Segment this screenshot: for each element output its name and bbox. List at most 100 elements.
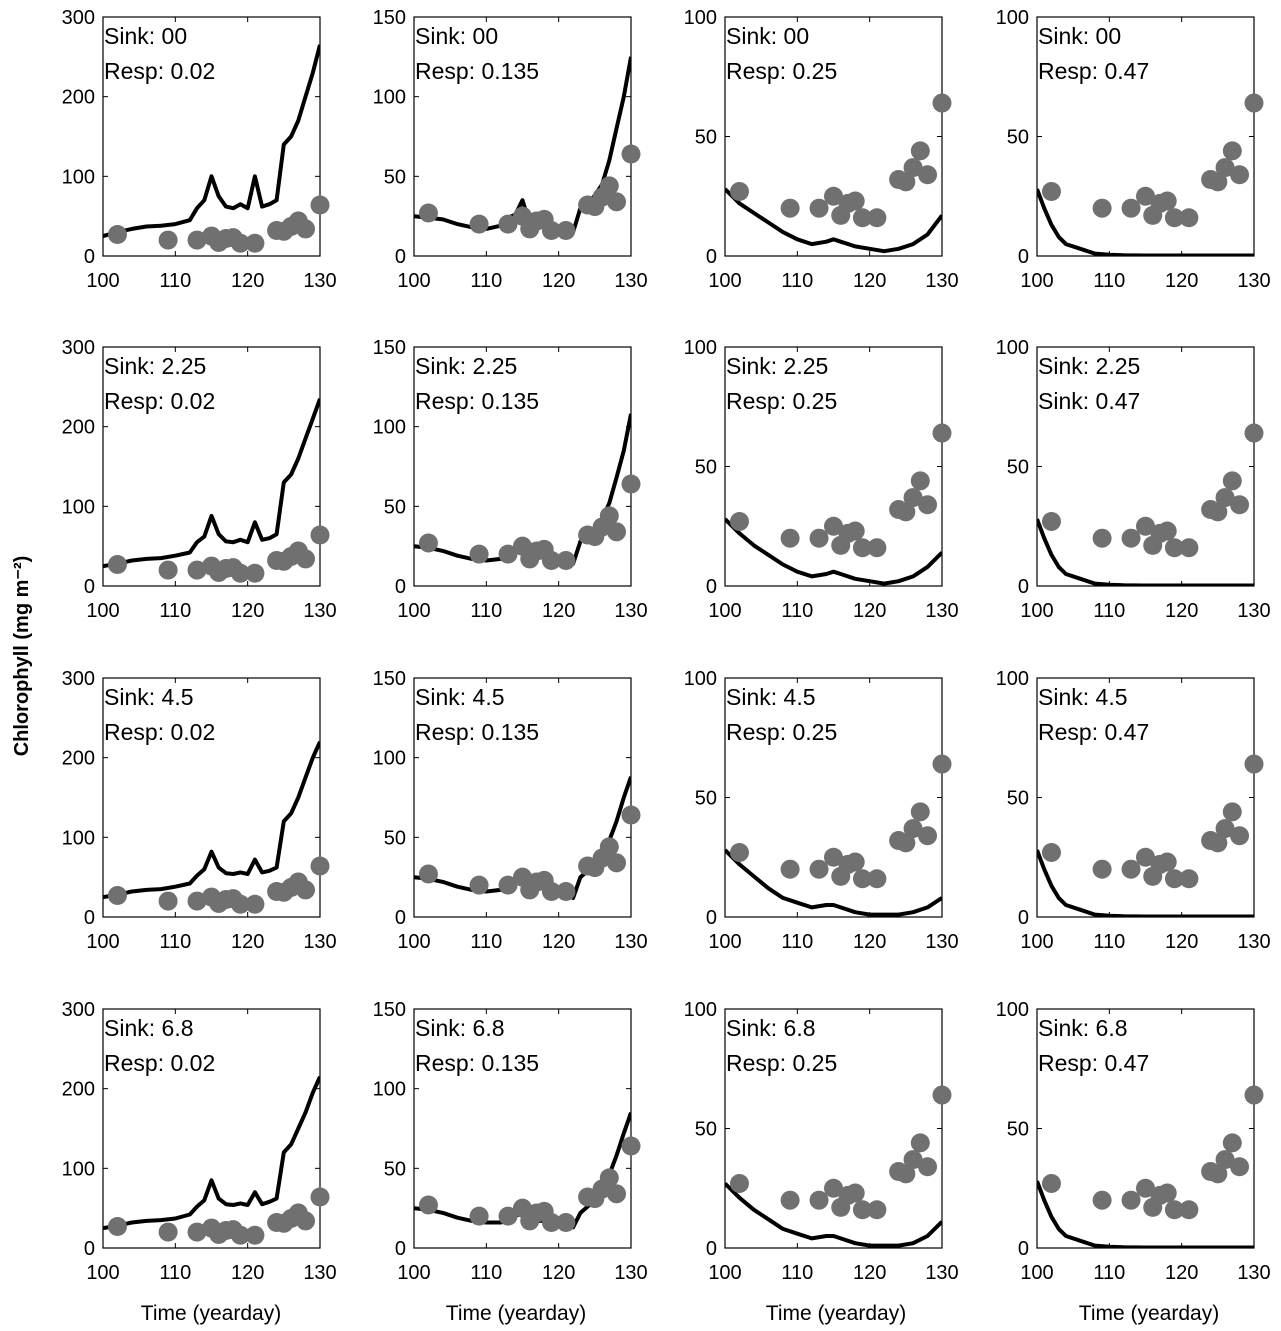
x-tick-label: 130 — [614, 931, 647, 953]
panel-annotation: Sink: 6.8 — [104, 1015, 194, 1041]
y-tick-label: 0 — [706, 907, 717, 929]
observation-point — [1208, 833, 1228, 853]
y-tick-label: 50 — [1007, 457, 1029, 479]
observation-point — [1208, 1164, 1228, 1184]
observation-point — [245, 563, 265, 583]
observation-point — [1164, 869, 1184, 889]
y-tick-label: 200 — [62, 417, 95, 439]
panel-annotation: Sink: 00 — [1038, 23, 1121, 49]
y-tick-label: 0 — [395, 246, 406, 268]
observation-point — [556, 1213, 576, 1233]
panel-annotation: Resp: 0.47 — [1038, 58, 1149, 84]
y-tick-label: 100 — [373, 1079, 406, 1101]
observation-point — [1222, 1133, 1242, 1153]
observation-point — [1041, 842, 1061, 862]
observation-point — [910, 141, 930, 161]
plot-frame — [102, 16, 321, 257]
observation-point — [541, 221, 561, 241]
observation-point — [107, 554, 127, 574]
y-tick-label: 100 — [996, 7, 1029, 29]
panel-r1-c2: 0 50 100 150 100 110 120 130 Sink: 00 Resp: 0.135 — [373, 7, 648, 292]
observation-point — [1157, 191, 1177, 211]
y-tick-label: 100 — [373, 417, 406, 439]
observation-point — [1092, 1190, 1112, 1210]
x-tick-label: 100 — [397, 1262, 430, 1284]
observation-point — [296, 1211, 316, 1231]
observation-point — [1136, 516, 1155, 536]
model-line — [103, 398, 320, 569]
observation-point — [310, 1187, 330, 1207]
observation-point — [599, 506, 619, 526]
panel-annotation: Resp: 0.47 — [1038, 1050, 1149, 1076]
observation-point — [621, 144, 641, 164]
y-tick-label: 50 — [695, 1119, 717, 1141]
panel-annotation: Resp: 0.25 — [726, 58, 837, 84]
observation-point — [621, 805, 641, 825]
observation-point — [1179, 208, 1199, 228]
y-tick-label: 100 — [996, 337, 1029, 359]
x-tick-label: 120 — [542, 600, 575, 622]
y-tick-label: 0 — [706, 1238, 717, 1260]
observation-point — [918, 826, 938, 846]
y-tick-label: 50 — [384, 496, 406, 518]
observation-point — [867, 869, 887, 889]
y-tick-label: 150 — [373, 7, 406, 29]
panel-annotation: Resp: 0.25 — [726, 1050, 837, 1076]
x-tick-label: 100 — [86, 931, 119, 953]
observation-point — [296, 880, 316, 900]
x-tick-label: 120 — [231, 270, 264, 292]
panel-r3-c4: 0 50 100 100 110 120 130 Sink: 4.5 Resp: 0.47 — [996, 668, 1271, 953]
observation-point — [1222, 802, 1242, 822]
observation-point — [1164, 538, 1184, 558]
y-tick-label: 50 — [1007, 1119, 1029, 1141]
panel-annotation: Sink: 4.5 — [726, 684, 816, 710]
plot-frame — [413, 1008, 632, 1249]
observation-point — [469, 1206, 489, 1226]
x-tick-label: 100 — [397, 270, 430, 292]
y-tick-label: 150 — [373, 668, 406, 690]
y-tick-label: 200 — [62, 1079, 95, 1101]
x-axis-label-col-3: Time (yearday) — [766, 1302, 906, 1325]
x-tick-label: 130 — [614, 600, 647, 622]
y-tick-label: 100 — [684, 668, 717, 690]
observation-point — [729, 1173, 749, 1193]
observation-point — [418, 203, 438, 223]
observation-point — [230, 563, 250, 583]
panel-annotation: Sink: 6.8 — [415, 1015, 505, 1041]
panel-annotation: Sink: 4.5 — [415, 684, 505, 710]
observation-point — [469, 544, 489, 564]
x-tick-label: 110 — [781, 931, 813, 953]
y-tick-label: 100 — [62, 1158, 95, 1180]
observation-point — [107, 885, 127, 905]
observation-point — [1121, 1190, 1141, 1210]
panel-r1-c3: 0 50 100 100 110 120 130 Sink: 00 Resp: 0.25 — [684, 7, 959, 292]
plot-frame — [413, 677, 632, 918]
observation-point — [903, 158, 923, 178]
panel-annotation: Sink: 2.25 — [726, 353, 828, 379]
observation-point — [1179, 1200, 1199, 1220]
panel-annotation: Sink: 6.8 — [726, 1015, 816, 1041]
observation-point — [910, 1133, 930, 1153]
x-tick-label: 110 — [470, 931, 502, 953]
x-tick-label: 120 — [1165, 1262, 1198, 1284]
x-tick-label: 100 — [397, 931, 430, 953]
y-tick-label: 50 — [384, 1158, 406, 1180]
y-tick-label: 200 — [62, 748, 95, 770]
panel-annotation: Sink: 2.25 — [415, 353, 517, 379]
observation-point — [896, 833, 916, 853]
observation-point — [896, 502, 916, 522]
observation-point — [498, 214, 518, 234]
y-axis-label: Chlorophyll (mg m⁻²) — [11, 556, 33, 757]
observation-point — [158, 230, 178, 250]
x-tick-label: 120 — [231, 1262, 264, 1284]
model-line — [725, 848, 942, 917]
panel-annotation: Resp: 0.25 — [726, 719, 837, 745]
observation-point — [845, 191, 865, 211]
x-tick-label: 100 — [86, 270, 119, 292]
observation-point — [824, 186, 843, 206]
y-tick-label: 0 — [706, 576, 717, 598]
observation-point — [1222, 141, 1242, 161]
x-tick-label: 100 — [1020, 1262, 1053, 1284]
observation-point — [780, 198, 800, 218]
